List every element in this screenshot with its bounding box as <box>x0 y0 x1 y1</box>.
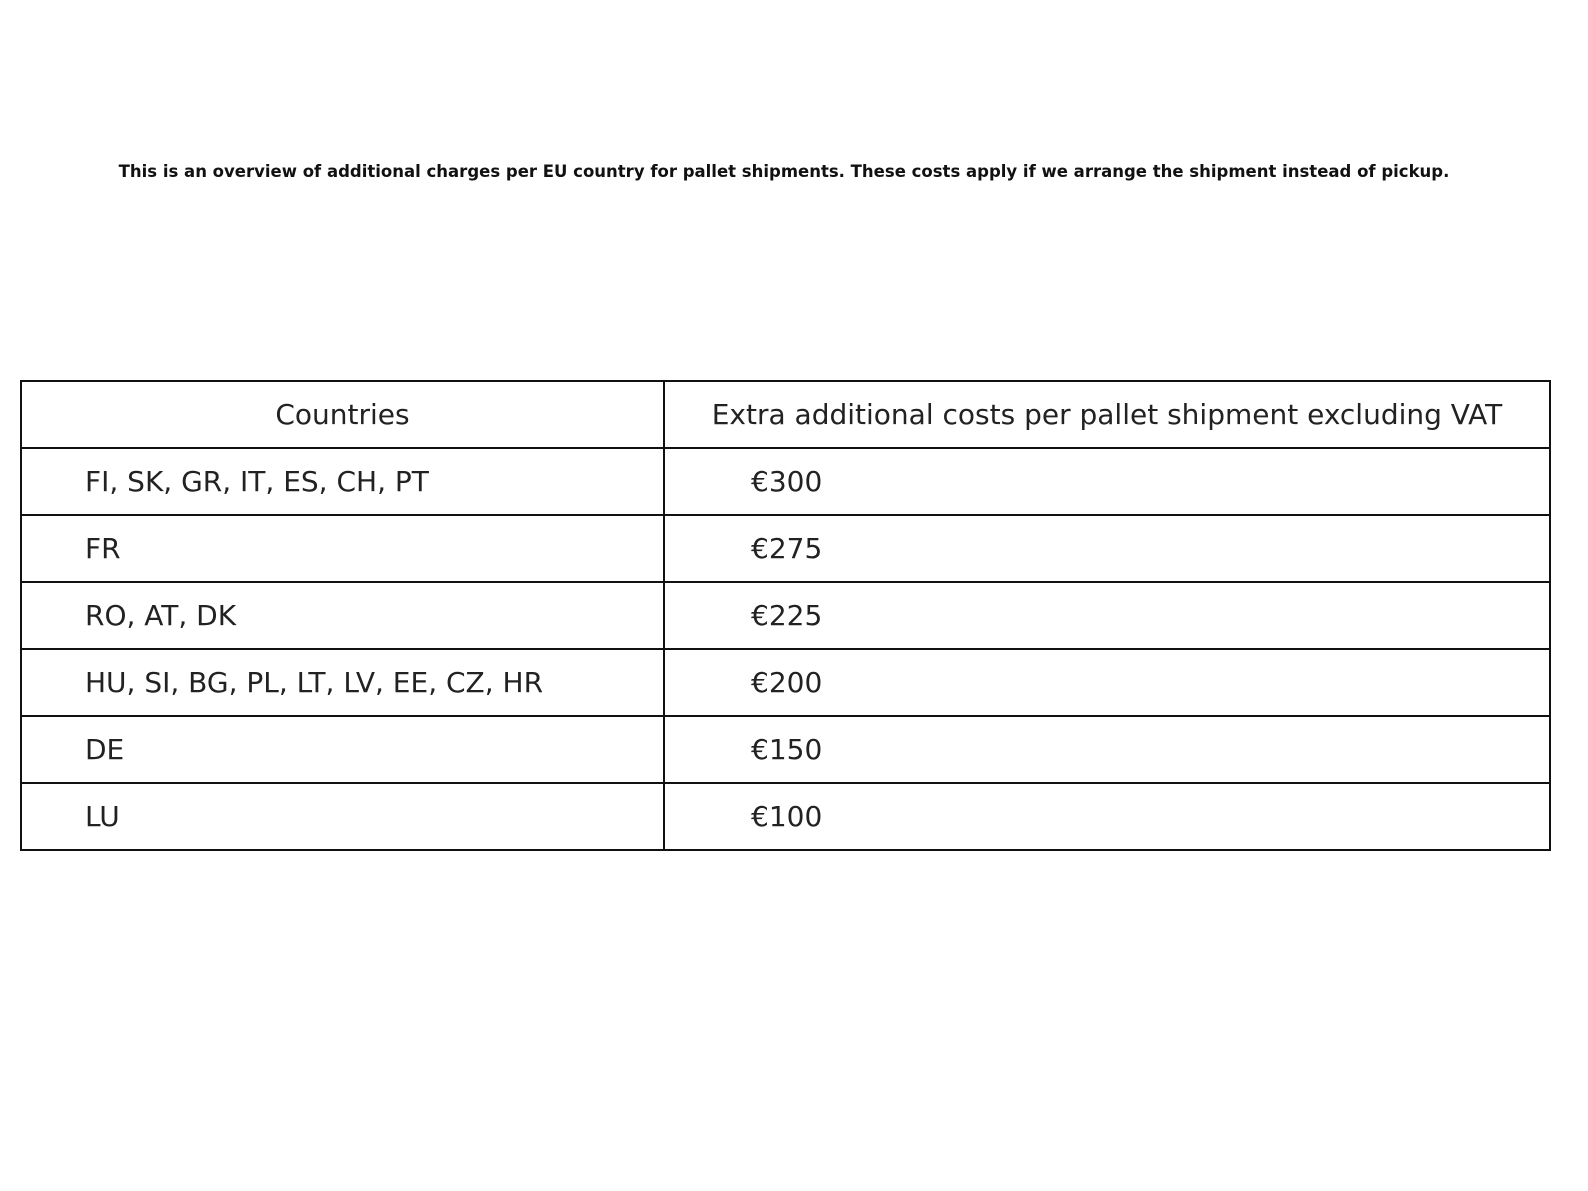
countries-cell: RO, AT, DK <box>20 581 665 650</box>
countries-cell: HU, SI, BG, PL, LT, LV, EE, CZ, HR <box>20 648 665 717</box>
table-row: RO, AT, DK €225 <box>20 581 1551 650</box>
cost-cell: €300 <box>663 447 1551 516</box>
chart-title: This is an overview of additional charge… <box>118 162 1450 181</box>
countries-cell: LU <box>20 782 665 851</box>
table-row: LU €100 <box>20 782 1551 851</box>
countries-cell: FR <box>20 514 665 583</box>
cost-cell: €200 <box>663 648 1551 717</box>
table-header-row: Countries Extra additional costs per pal… <box>20 380 1551 449</box>
header-costs: Extra additional costs per pallet shipme… <box>663 380 1551 449</box>
cost-cell: €275 <box>663 514 1551 583</box>
countries-cell: FI, SK, GR, IT, ES, CH, PT <box>20 447 665 516</box>
cost-cell: €225 <box>663 581 1551 650</box>
table-row: DE €150 <box>20 715 1551 784</box>
cost-cell: €150 <box>663 715 1551 784</box>
countries-cell: DE <box>20 715 665 784</box>
cost-cell: €100 <box>663 782 1551 851</box>
table-row: FI, SK, GR, IT, ES, CH, PT €300 <box>20 447 1551 516</box>
pricing-table: Countries Extra additional costs per pal… <box>20 380 1551 851</box>
table-row: HU, SI, BG, PL, LT, LV, EE, CZ, HR €200 <box>20 648 1551 717</box>
table-row: FR €275 <box>20 514 1551 583</box>
header-countries: Countries <box>20 380 665 449</box>
